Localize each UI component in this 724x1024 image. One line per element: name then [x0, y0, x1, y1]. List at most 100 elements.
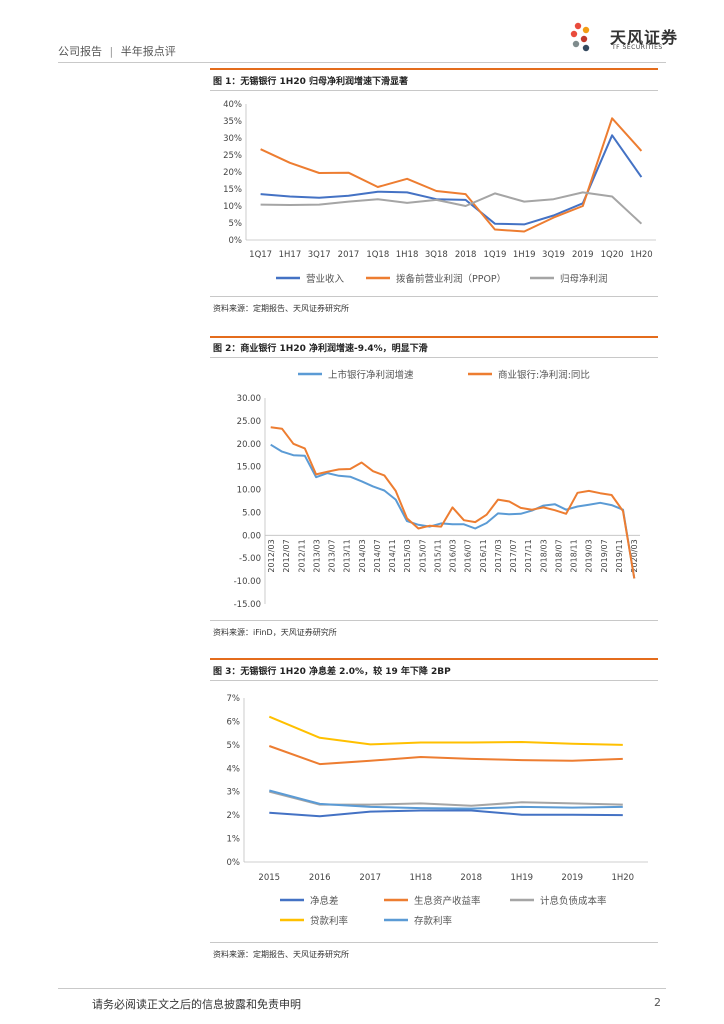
report-header: 公司报告 | 半年报点评 [58, 43, 176, 59]
legend-label: 上市银行净利润增速 [328, 369, 414, 381]
y-tick-label: 25.00 [237, 417, 261, 427]
x-tick-label: 2012/11 [297, 539, 306, 572]
x-tick-label: 2015 [258, 873, 280, 883]
y-tick-label: 30% [223, 134, 242, 144]
series-line-2 [270, 426, 636, 579]
footer-divider [58, 988, 666, 989]
legend-label: 净息差 [310, 895, 339, 907]
x-tick-label: 1Q20 [601, 250, 624, 260]
x-tick-label: 2016/03 [449, 539, 458, 572]
x-tick-label: 1H19 [510, 873, 533, 883]
x-tick-label: 1H18 [409, 873, 432, 883]
x-tick-label: 1Q19 [483, 250, 506, 260]
x-tick-label: 3Q18 [425, 250, 448, 260]
x-tick-label: 1H18 [396, 250, 419, 260]
x-tick-label: 2020/03 [630, 539, 639, 572]
page-number: 2 [654, 996, 661, 1009]
x-tick-label: 2019 [561, 873, 583, 883]
y-tick-label: 5.00 [242, 508, 261, 518]
y-tick-label: 20.00 [237, 440, 261, 450]
series-line-2 [260, 117, 643, 233]
x-tick-label: 2013/11 [343, 539, 352, 572]
x-tick-label: 2017/11 [524, 539, 533, 572]
x-tick-label: 2013/03 [312, 539, 321, 572]
y-tick-label: 5% [227, 741, 241, 751]
x-tick-label: 2018 [455, 250, 477, 260]
x-tick-label: 1H17 [279, 250, 302, 260]
x-tick-label: 2018 [460, 873, 482, 883]
header-divider [58, 62, 666, 63]
series-line-3 [260, 191, 643, 225]
y-tick-label: 1% [227, 835, 241, 845]
x-tick-label: 2012/03 [267, 539, 276, 572]
y-tick-label: 40% [223, 100, 242, 110]
x-tick-label: 1Q18 [366, 250, 389, 260]
figure-2-chart: -15.00 -10.00 -5.00 0.00 5.00 10.00 15.00 20.00… [234, 369, 640, 610]
figure-3-source: 资料来源：定期报告、天风证券研究所 [213, 950, 349, 959]
series-line-2 [268, 745, 623, 766]
logo-text-cn: 天风证券 [610, 28, 679, 47]
x-tick-label: 2018/11 [570, 539, 579, 572]
y-tick-label: 10% [223, 202, 242, 212]
figure-1-chart: 0% 5% 10% 15% 20% 25% 30% 35% 40% 1Q17 1H17 3Q17 201… [223, 100, 656, 285]
x-tick-label: 2017 [359, 873, 381, 883]
y-tick-label: 25% [223, 151, 242, 161]
x-tick-label: 2013/07 [328, 539, 337, 572]
logo-text-en: TF SECURITIES [612, 44, 663, 51]
figure-1-source: 资料来源：定期报告、天风证券研究所 [213, 304, 349, 313]
footer-disclaimer: 请务必阅读正文之后的信息披露和免责申明 [92, 998, 301, 1011]
y-tick-label: 0.00 [242, 531, 261, 541]
x-tick-label: 2012/07 [282, 539, 291, 572]
y-tick-label: 15% [223, 185, 242, 195]
y-tick-label: 0% [227, 858, 241, 868]
figure-3-chart: 0% 1% 2% 3% 4% 5% 6% 7% 2015 2016 2017 1H18 2018 1H19… [227, 694, 648, 927]
series-line-1 [270, 443, 636, 579]
y-tick-label: 0% [229, 236, 243, 246]
x-tick-label: 3Q19 [542, 250, 565, 260]
y-tick-label: 20% [223, 168, 242, 178]
x-tick-label: 1Q17 [249, 250, 272, 260]
x-tick-label: 3Q17 [308, 250, 331, 260]
y-tick-label: 4% [227, 764, 241, 774]
y-tick-label: 7% [227, 694, 241, 704]
x-tick-label: 1H19 [513, 250, 536, 260]
x-tick-label: 2016/07 [464, 539, 473, 572]
legend-label: 拨备前营业利润（PPOP） [396, 273, 506, 285]
legend-label: 营业收入 [306, 273, 345, 285]
figure-2-bottom-rule [210, 620, 658, 621]
y-tick-label: 2% [227, 811, 241, 821]
y-tick-label: 5% [229, 219, 243, 229]
series-line-1 [269, 809, 623, 818]
y-tick-label: 15.00 [237, 463, 261, 473]
figure-3-bottom-rule [210, 942, 658, 943]
legend-label: 商业银行:净利润:同比 [498, 369, 590, 381]
report-type: 公司报告 [58, 45, 102, 58]
figure-3-title: 图 3：无锡银行 1H20 净息差 2.0%，较 19 年下降 2BP [213, 667, 451, 677]
x-tick-label: 2016/11 [479, 539, 488, 572]
x-tick-label: 2019/11 [615, 539, 624, 572]
report-subtype: 半年报点评 [120, 45, 176, 58]
figure-2-source: 资料来源：iFinD，天风证券研究所 [213, 628, 337, 637]
series-line-5 [269, 789, 623, 810]
x-tick-label: 2014/07 [373, 539, 382, 572]
figure-3-top-rule [210, 658, 658, 660]
legend-label: 贷款利率 [310, 915, 349, 927]
figure-1-title-rule [210, 90, 658, 91]
figure-1-top-rule [210, 68, 658, 70]
y-tick-label: -10.00 [234, 577, 261, 587]
series-line-4 [268, 715, 623, 746]
y-tick-label: 10.00 [237, 486, 261, 496]
x-tick-label: 2015/07 [418, 539, 427, 572]
x-tick-label: 2016 [309, 873, 331, 883]
x-tick-label: 2019/07 [600, 539, 609, 572]
y-tick-label: -5.00 [239, 554, 261, 564]
figure-1-bottom-rule [210, 296, 658, 297]
y-tick-label: 6% [227, 717, 241, 727]
legend-label: 计息负债成本率 [540, 895, 607, 907]
x-tick-label: 2019 [572, 250, 594, 260]
header-separator: | [109, 45, 114, 58]
x-tick-label: 2014/11 [388, 539, 397, 572]
legend-label: 归母净利润 [560, 273, 608, 285]
series-line-1 [260, 134, 643, 226]
legend-label: 存款利率 [414, 915, 453, 927]
